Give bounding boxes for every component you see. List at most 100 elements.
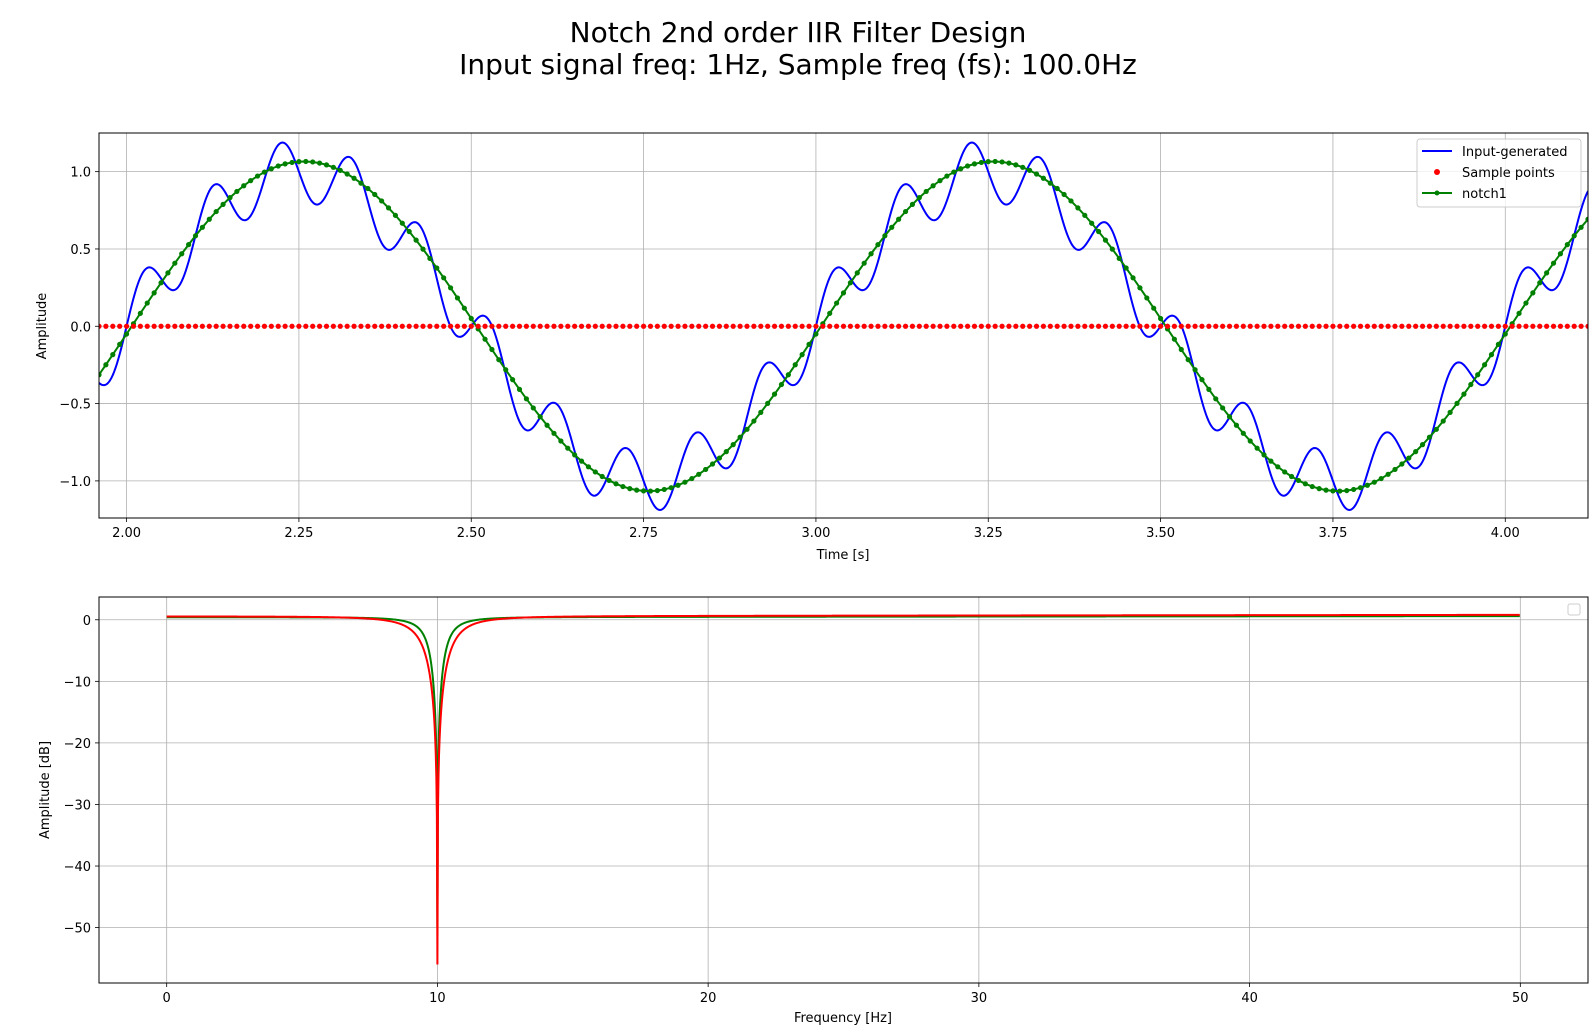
sample-point [179, 323, 185, 329]
notch1-marker [289, 159, 295, 166]
sample-point [930, 323, 936, 329]
notch1-marker [682, 479, 688, 485]
series-input-generated [99, 141, 1588, 512]
sample-point [268, 323, 274, 329]
sample-point [199, 323, 205, 329]
sample-point [1475, 323, 1481, 329]
notch1-marker [1054, 185, 1060, 192]
notch1-marker [1323, 487, 1329, 493]
x-tick-label: 20 [700, 991, 717, 1006]
sample-point [1357, 323, 1364, 329]
notch1-marker [1137, 285, 1143, 291]
notch1-marker [1544, 270, 1550, 276]
notch1-marker [958, 166, 964, 172]
notch1-marker [551, 430, 557, 436]
time-plot-series [99, 141, 1588, 512]
legend-input-label: Input-generated [1462, 145, 1568, 160]
notch1-marker [468, 315, 474, 322]
notch1-marker [902, 208, 909, 215]
freq-plot-ylabel: Amplitude [dB] [38, 741, 53, 839]
sample-point [434, 323, 440, 329]
sample-point [1220, 323, 1226, 329]
x-tick-label: 2.25 [284, 526, 313, 541]
sample-point [1392, 323, 1398, 329]
notch1-marker [316, 160, 323, 166]
notch1-marker [1013, 162, 1019, 168]
notch1-marker [578, 458, 585, 464]
sample-point [1268, 323, 1274, 329]
notch1-marker [896, 216, 902, 222]
sample-point [1185, 323, 1191, 329]
notch1-marker [1316, 486, 1322, 492]
notch1-marker [1406, 455, 1412, 461]
sample-point [902, 323, 909, 329]
sample-point [275, 323, 281, 329]
sample-point [971, 323, 978, 329]
notch1-marker [875, 242, 881, 248]
notch1-marker [572, 452, 578, 458]
sample-point [1054, 323, 1060, 329]
sample-point [1426, 323, 1433, 329]
notch1-marker [1571, 233, 1577, 239]
sample-point [620, 323, 626, 329]
sample-point [420, 323, 426, 329]
sample-point [310, 323, 316, 329]
sample-point [758, 323, 764, 329]
notch1-marker [951, 169, 957, 175]
notch1-marker [275, 163, 281, 169]
notch1-marker [392, 212, 399, 218]
notch1-marker [1426, 434, 1433, 440]
sample-point [813, 323, 819, 329]
sample-point [827, 323, 833, 329]
notch1-marker [634, 487, 640, 493]
notch1-marker [592, 469, 598, 475]
notch1-marker [399, 220, 405, 226]
sample-point [385, 323, 392, 329]
notch1-marker [785, 372, 791, 378]
sample-point [206, 323, 212, 329]
notch1-marker [1199, 377, 1205, 383]
freq-plot-series [166, 613, 1520, 965]
notch1-marker [1488, 352, 1495, 358]
sample-point [358, 323, 364, 329]
sample-point [792, 323, 798, 329]
notch1-marker [744, 426, 750, 432]
sample-point [1309, 323, 1315, 329]
notch1-marker [1564, 242, 1570, 248]
sample-point [585, 323, 592, 329]
sample-point [1399, 323, 1405, 329]
notch1-marker [1130, 275, 1136, 281]
notch1-marker [730, 442, 736, 448]
notch1-marker [1171, 336, 1177, 342]
notch1-marker [234, 188, 240, 195]
notch1-marker [944, 173, 950, 179]
sample-point [1468, 323, 1474, 329]
freq-plot-xlabel: Frequency [Hz] [794, 1011, 892, 1026]
notch1-marker [1206, 386, 1212, 392]
notch1-marker [537, 414, 543, 420]
notch1-marker [213, 208, 219, 215]
notch1-marker [268, 166, 274, 172]
sample-point [165, 323, 171, 329]
notch1-marker [1068, 198, 1074, 204]
notch1-marker [923, 188, 929, 195]
notch1-marker [1344, 487, 1350, 494]
sample-point [572, 323, 578, 329]
sample-point [985, 323, 991, 329]
sample-point [771, 323, 778, 329]
y-tick-label: −40 [64, 860, 91, 875]
sample-point [999, 323, 1005, 329]
notch1-marker [620, 483, 626, 490]
y-tick-label: 0.0 [70, 320, 91, 335]
legend-notch-label: notch1 [1462, 187, 1507, 202]
notch1-marker [668, 485, 674, 491]
notch1-marker [661, 486, 667, 493]
notch1-marker [365, 185, 371, 192]
notch1-marker [930, 183, 936, 189]
y-tick-label: −30 [64, 798, 91, 813]
sample-point [944, 323, 950, 329]
sample-point [1488, 323, 1495, 329]
notch1-marker [1109, 246, 1115, 252]
notch1-marker [1102, 237, 1109, 243]
notch1-marker [1557, 251, 1564, 257]
